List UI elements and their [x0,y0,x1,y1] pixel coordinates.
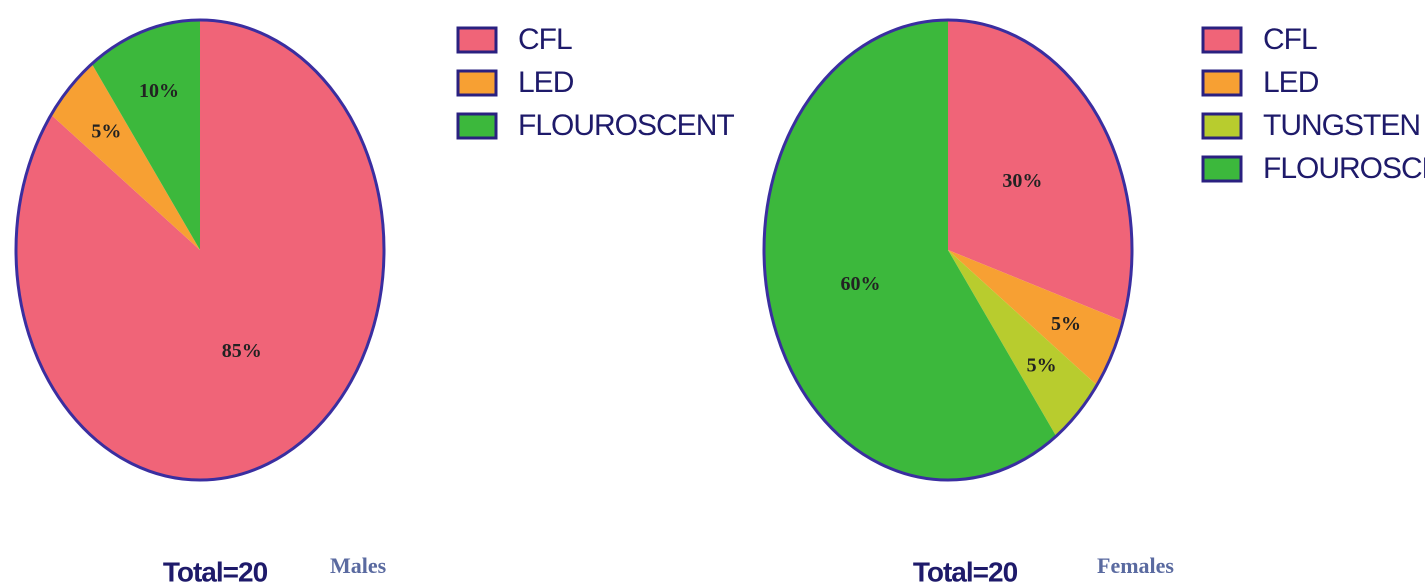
total-label: Total=20 [913,556,1018,587]
value-label: 5% [1051,313,1081,335]
chart-title: Females [1097,553,1174,578]
total-label: Total=20 [163,556,268,587]
pie-slice [51,63,201,251]
value-label: 5% [91,120,121,142]
legend-label: FLOUROSCENT [518,109,734,142]
pie-slice [15,20,384,480]
legend-swatch [456,112,498,140]
legend-swatch [1201,69,1243,97]
legend-swatch [456,69,498,97]
legend-label: LED [518,66,574,99]
legend-swatch [1201,26,1243,54]
legend-label: LED [1263,66,1319,99]
pie-slice [948,20,1132,322]
pie-outline [14,18,386,482]
legend-label: FLOUROSCENT [1263,152,1425,185]
pie-slice [764,20,1057,480]
value-label: 60% [841,273,881,295]
pie-slice [91,20,200,250]
legend-label: TUNGSTEN [1263,109,1420,142]
chart-title: Males [330,553,387,578]
pie-outline [762,18,1134,482]
legend-swatch [1201,112,1243,140]
value-label: 30% [1002,170,1042,192]
legend-label: CFL [518,23,572,56]
value-label: 85% [222,340,262,362]
value-label: 5% [1027,355,1057,377]
legend-swatch [1201,155,1243,183]
legend-swatch [456,26,498,54]
legend-label: CFL [1263,23,1317,56]
value-label: 10% [139,80,179,102]
pie-slice [948,250,1097,437]
pie-slice [948,250,1123,386]
